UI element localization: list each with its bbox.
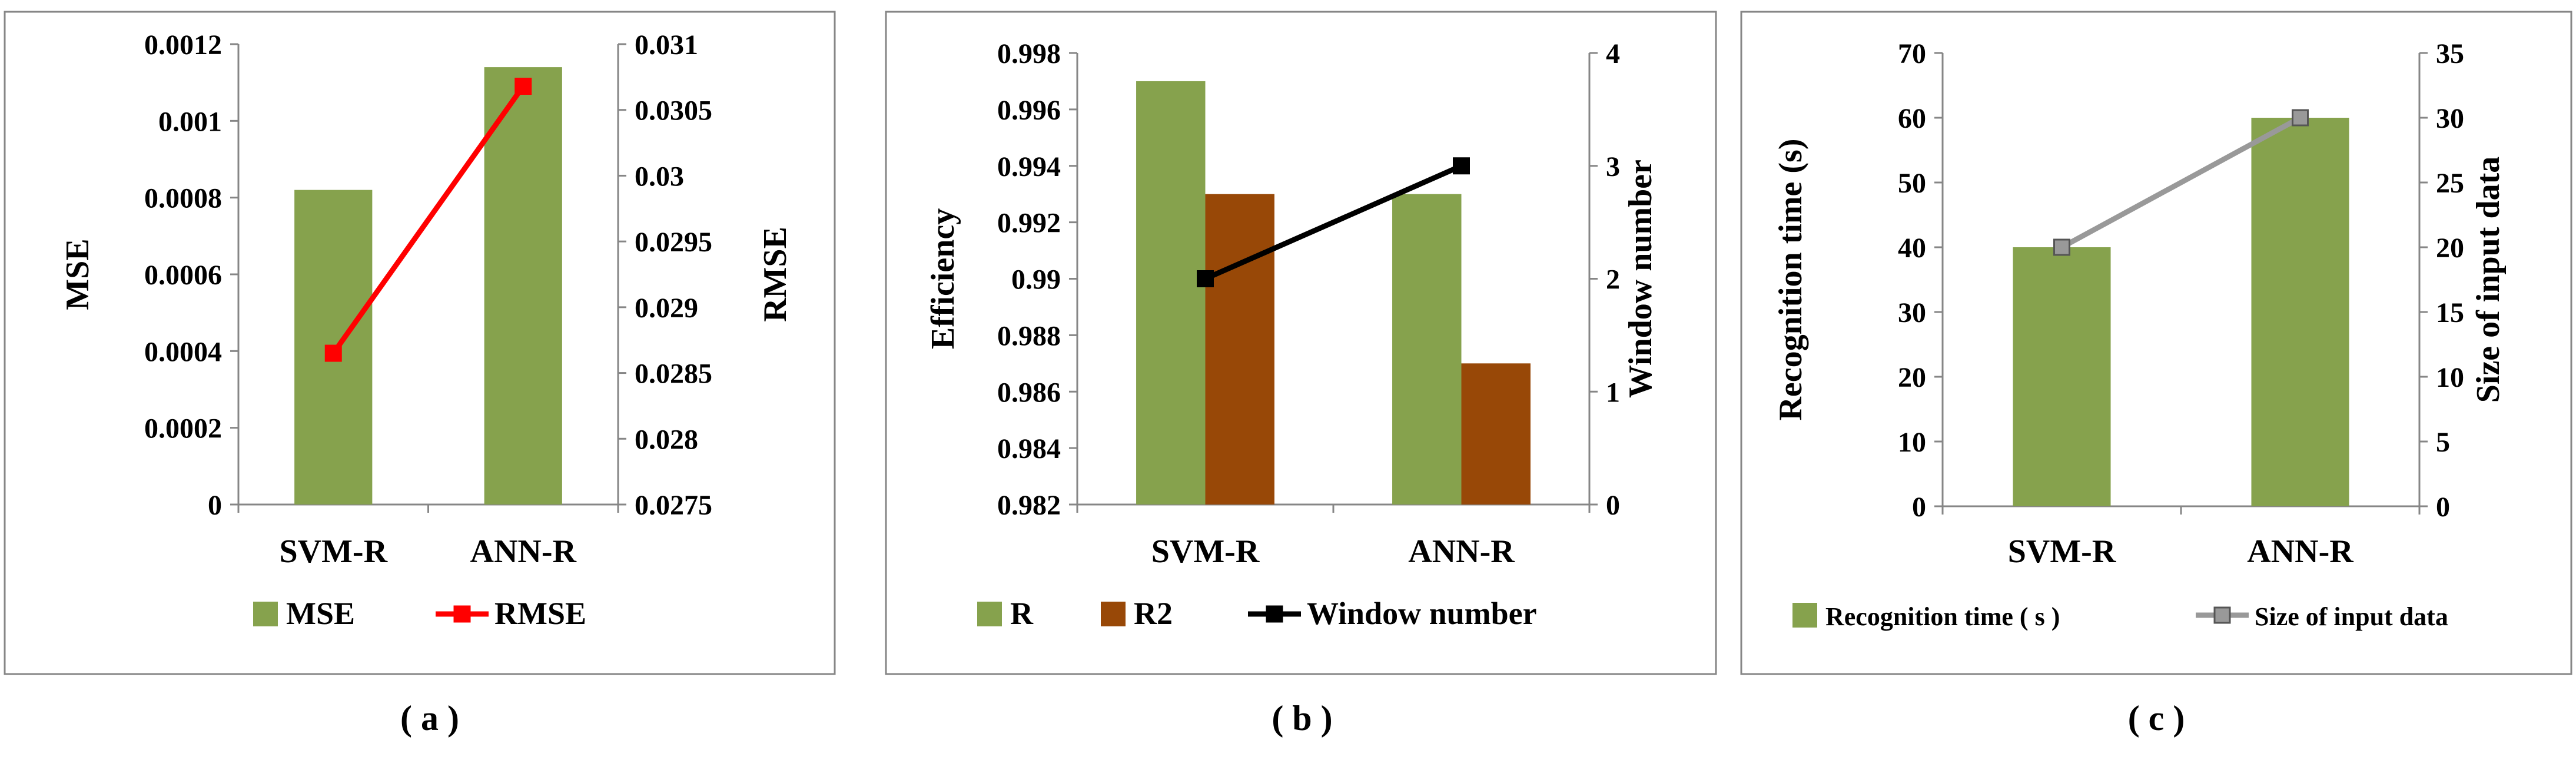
y-tick-label-left: 50 (1898, 168, 1926, 199)
line-marker (514, 77, 532, 95)
bar-recognition-time-s-svm-r (2013, 247, 2111, 506)
y-tick-label-right: 0.028 (635, 424, 698, 455)
y-tick-label-right: 5 (2436, 427, 2450, 458)
y-axis-title-left: Recognition time (s) (1772, 138, 1809, 420)
y-tick-label-left: 0.0004 (144, 336, 222, 367)
y-axis-title-right: Size of input data (2470, 157, 2507, 403)
caption-a: ( a ) (400, 699, 459, 738)
legend-line-marker (453, 605, 471, 623)
y-tick-label-right: 0.0285 (635, 359, 712, 390)
category-label: SVM-R (279, 533, 387, 570)
y-tick-label-right: 0.029 (635, 293, 698, 324)
legend-label: Window number (1307, 596, 1537, 631)
caption-b: ( b ) (1272, 699, 1332, 738)
category-label: ANN-R (1408, 533, 1515, 570)
y-tick-label-left: 0.0002 (144, 413, 222, 444)
line-series (2060, 115, 2302, 250)
y-tick-label-left: 0.996 (997, 95, 1061, 126)
y-tick-label-left: 0.986 (997, 377, 1061, 408)
y-tick-label-right: 20 (2436, 233, 2464, 264)
y-tick-label-left: 0.0008 (144, 183, 222, 214)
bar-recognition-time-s-ann-r (2251, 118, 2349, 506)
legend-swatch-bar1 (977, 602, 1002, 626)
line-marker (1453, 157, 1470, 175)
bar-r-svm-r (1136, 81, 1206, 505)
y-axis-title-left: MSE (59, 238, 96, 310)
category-label: ANN-R (2247, 533, 2353, 570)
y-tick-label-right: 0.0295 (635, 227, 712, 258)
y-tick-label-left: 70 (1898, 38, 1926, 69)
y-axis-title-left: Efficiency (925, 208, 961, 349)
y-tick-label-left: 0 (208, 490, 222, 521)
legend-label: R2 (1134, 596, 1173, 631)
panel-b: 0.982 0.984 0.986 0.988 0.99 0.992 0.994 0.996 0… (925, 38, 1659, 631)
panel-a-frame (4, 11, 836, 675)
panel-a: 0 0.0002 0.0004 0.0006 0.0008 0.001 0.0012 0.02… (59, 29, 794, 631)
y-tick-label-right: 0 (2436, 492, 2450, 523)
y-tick-label-right: 10 (2436, 362, 2464, 393)
bar-r2-ann-r (1461, 363, 1531, 505)
y-tick-label-right: 35 (2436, 38, 2464, 69)
y-tick-label-right: 15 (2436, 297, 2464, 328)
y-tick-label-right: 0.031 (635, 29, 698, 61)
line-marker (1197, 270, 1214, 287)
panel-c: 0 10 20 30 40 50 60 70 0 5 10 15 20 25 30 35 SVM-R ANN-R R… (1772, 38, 2507, 631)
y-tick-label-left: 30 (1898, 297, 1926, 328)
y-tick-label-right: 0.0305 (635, 95, 712, 127)
bar-mse-ann-r (484, 67, 562, 505)
y-tick-label-left: 0.984 (997, 433, 1061, 464)
legend-label: Size of input data (2255, 602, 2448, 631)
y-tick-label-left: 20 (1898, 362, 1926, 393)
line-marker (2053, 238, 2070, 256)
y-tick-label-left: 0 (1912, 492, 1926, 523)
legend-swatch-bar1 (253, 602, 278, 626)
y-tick-label-left: 0.988 (997, 320, 1061, 351)
legend-line-marker (1266, 605, 1283, 623)
legend-swatch-bar2 (1101, 602, 1126, 626)
category-label: SVM-R (1151, 533, 1260, 570)
y-tick-label-left: 10 (1898, 427, 1926, 458)
legend-label: RMSE (494, 596, 586, 631)
caption-c: ( c ) (2128, 699, 2185, 738)
y-axis-title-right: Window number (1622, 160, 1659, 398)
y-tick-label-right: 0 (1606, 490, 1620, 521)
panel-c-frame (1740, 11, 2572, 675)
legend-label: Recognition time ( s ) (1825, 602, 2060, 631)
y-tick-label-right: 30 (2436, 103, 2464, 134)
legend-line-marker (2213, 606, 2231, 624)
legend-swatch-bar1 (1792, 603, 1817, 628)
y-tick-label-left: 0.0012 (144, 29, 222, 61)
panel-b-frame (885, 11, 1717, 675)
line-series (1204, 163, 1463, 281)
bar-r2-svm-r (1205, 194, 1274, 505)
y-tick-label-left: 0.982 (997, 490, 1061, 521)
bar-r-ann-r (1392, 194, 1462, 505)
line-series (331, 84, 526, 355)
y-tick-label-right: 25 (2436, 168, 2464, 199)
y-tick-label-left: 60 (1898, 103, 1926, 134)
y-tick-label-left: 40 (1898, 233, 1926, 264)
y-tick-label-right: 3 (1606, 151, 1620, 182)
y-tick-label-right: 0.0275 (635, 490, 712, 521)
y-tick-label-right: 1 (1606, 377, 1620, 408)
legend-label: MSE (286, 596, 355, 631)
y-tick-label-left: 0.0006 (144, 260, 222, 291)
y-tick-label-left: 0.998 (997, 38, 1061, 69)
y-tick-label-left: 0.001 (158, 106, 222, 137)
y-tick-label-right: 0.03 (635, 161, 684, 192)
y-axis-title-right: RMSE (757, 227, 794, 322)
line-marker (324, 344, 342, 362)
legend-label: R (1010, 596, 1034, 631)
y-tick-label-right: 2 (1606, 264, 1620, 296)
y-tick-label-left: 0.994 (997, 151, 1061, 182)
line-marker (2292, 109, 2309, 127)
category-label: SVM-R (2008, 533, 2116, 570)
category-label: ANN-R (470, 533, 577, 570)
y-tick-label-right: 4 (1606, 38, 1620, 69)
y-tick-label-left: 0.992 (997, 208, 1061, 239)
y-tick-label-left: 0.99 (1011, 264, 1061, 296)
